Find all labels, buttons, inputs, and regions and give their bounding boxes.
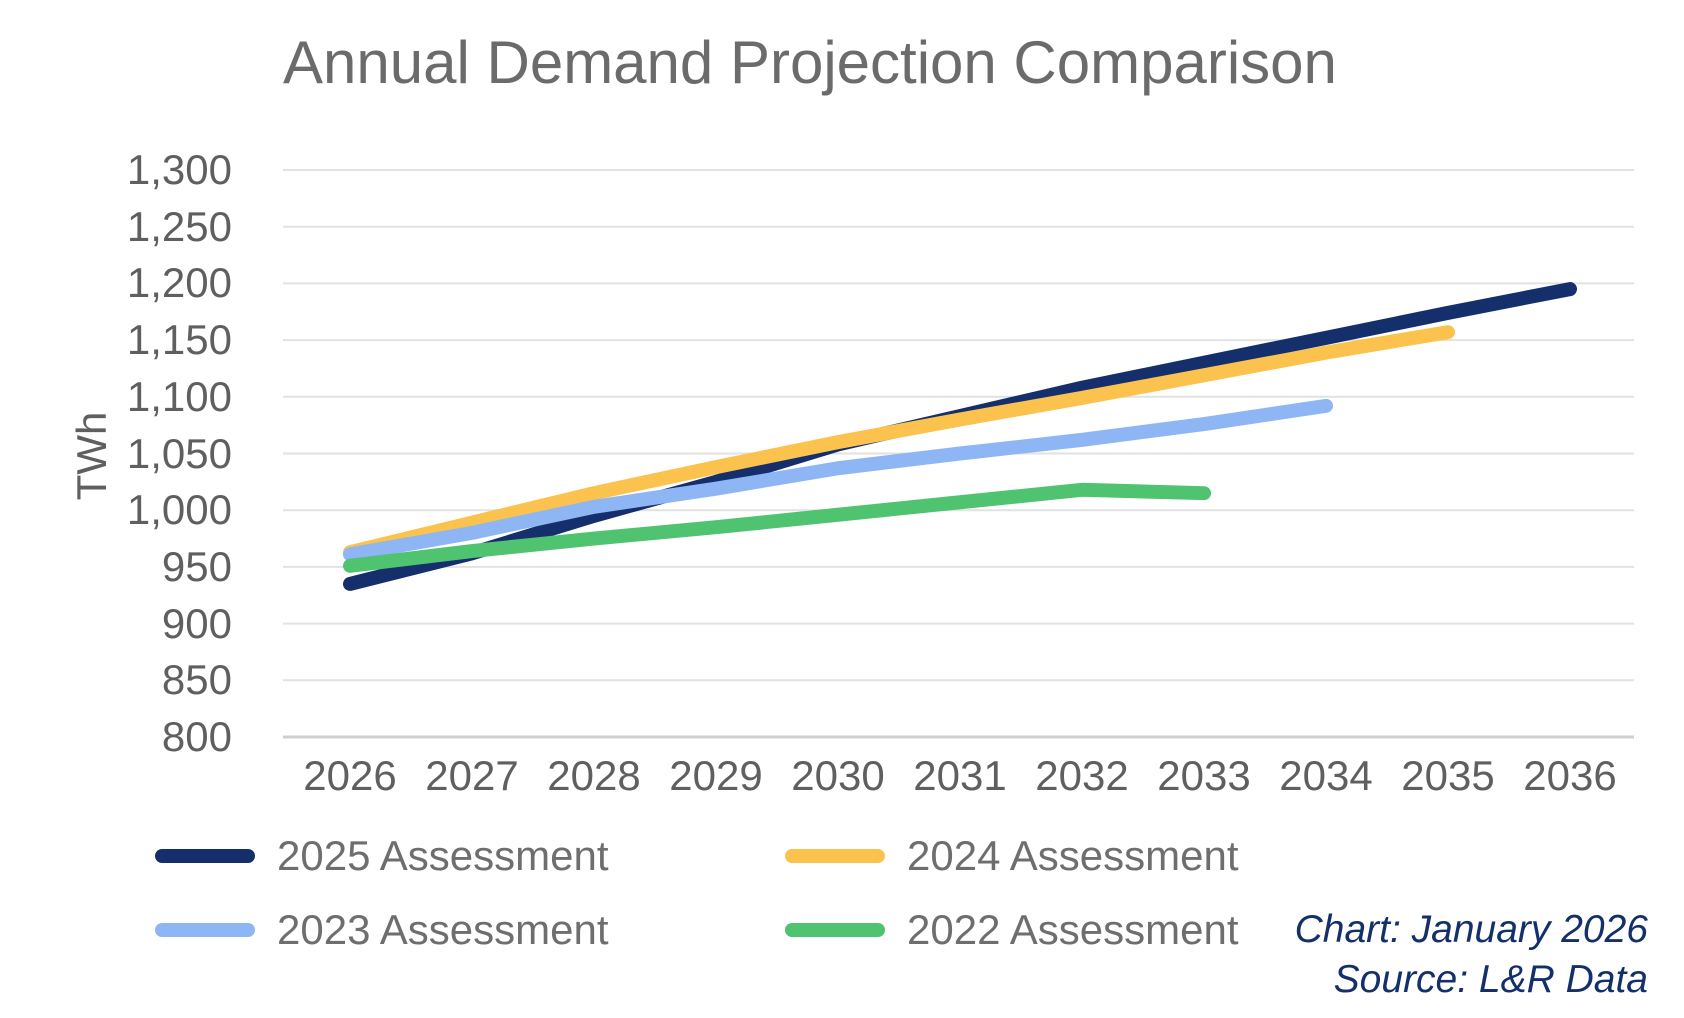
x-tick-label: 2036 [1523,752,1617,799]
x-tick-label: 2034 [1279,752,1373,799]
legend-item-2022-assessment: 2022 Assessment [785,906,1239,954]
y-axis-title: TWh [68,411,115,501]
y-tick-label: 800 [161,713,232,760]
legend-label: 2022 Assessment [907,906,1239,953]
legend-swatch [785,849,885,863]
legend-swatch [785,923,885,937]
legend-label: 2024 Assessment [907,832,1239,879]
y-tick-label: 1,000 [126,486,232,534]
legend-swatch [155,849,255,863]
gridlines [283,169,1634,739]
x-tick-label: 2027 [425,752,519,799]
y-tick-label: 1,250 [126,202,232,250]
y-tick-label: 1,100 [126,372,232,420]
legend-label: 2025 Assessment [277,832,609,879]
y-tick-label: 950 [161,542,232,590]
x-tick-label: 2030 [791,752,885,799]
series-line-2023-assessment [343,398,1333,562]
legend-item-2023-assessment: 2023 Assessment [155,906,609,954]
x-tick-label: 2028 [547,752,641,799]
y-tick-label: 1,050 [126,429,232,477]
legend-item-2024-assessment: 2024 Assessment [785,832,1239,880]
x-tick-label: 2032 [1035,752,1129,799]
x-tick-label: 2033 [1157,752,1251,799]
x-tick-label: 2031 [913,752,1007,799]
legend-item-2025-assessment: 2025 Assessment [155,832,609,880]
series-lines [343,282,1577,591]
y-tick-label: 900 [161,599,232,647]
source-note: Source: L&R Data [1333,958,1648,1001]
series-line-2022-assessment [343,482,1211,573]
y-tick-label: 850 [161,656,232,704]
x-tick-label: 2029 [669,752,763,799]
chart-title: Annual Demand Projection Comparison [283,29,1337,96]
legend-label: 2023 Assessment [277,906,609,953]
legend-swatch [155,923,255,937]
y-tick-label: 1,300 [126,146,232,193]
series-line-2024-assessment [343,325,1455,560]
chart-notes: Chart: January 2026 Source: L&R Data [1295,905,1648,1005]
x-tick-label: 2035 [1401,752,1495,799]
y-tick-label: 1,200 [126,259,232,307]
chart-note: Chart: January 2026 [1294,908,1648,951]
y-tick-label: 1,150 [126,316,232,364]
x-tick-label: 2026 [303,752,397,799]
